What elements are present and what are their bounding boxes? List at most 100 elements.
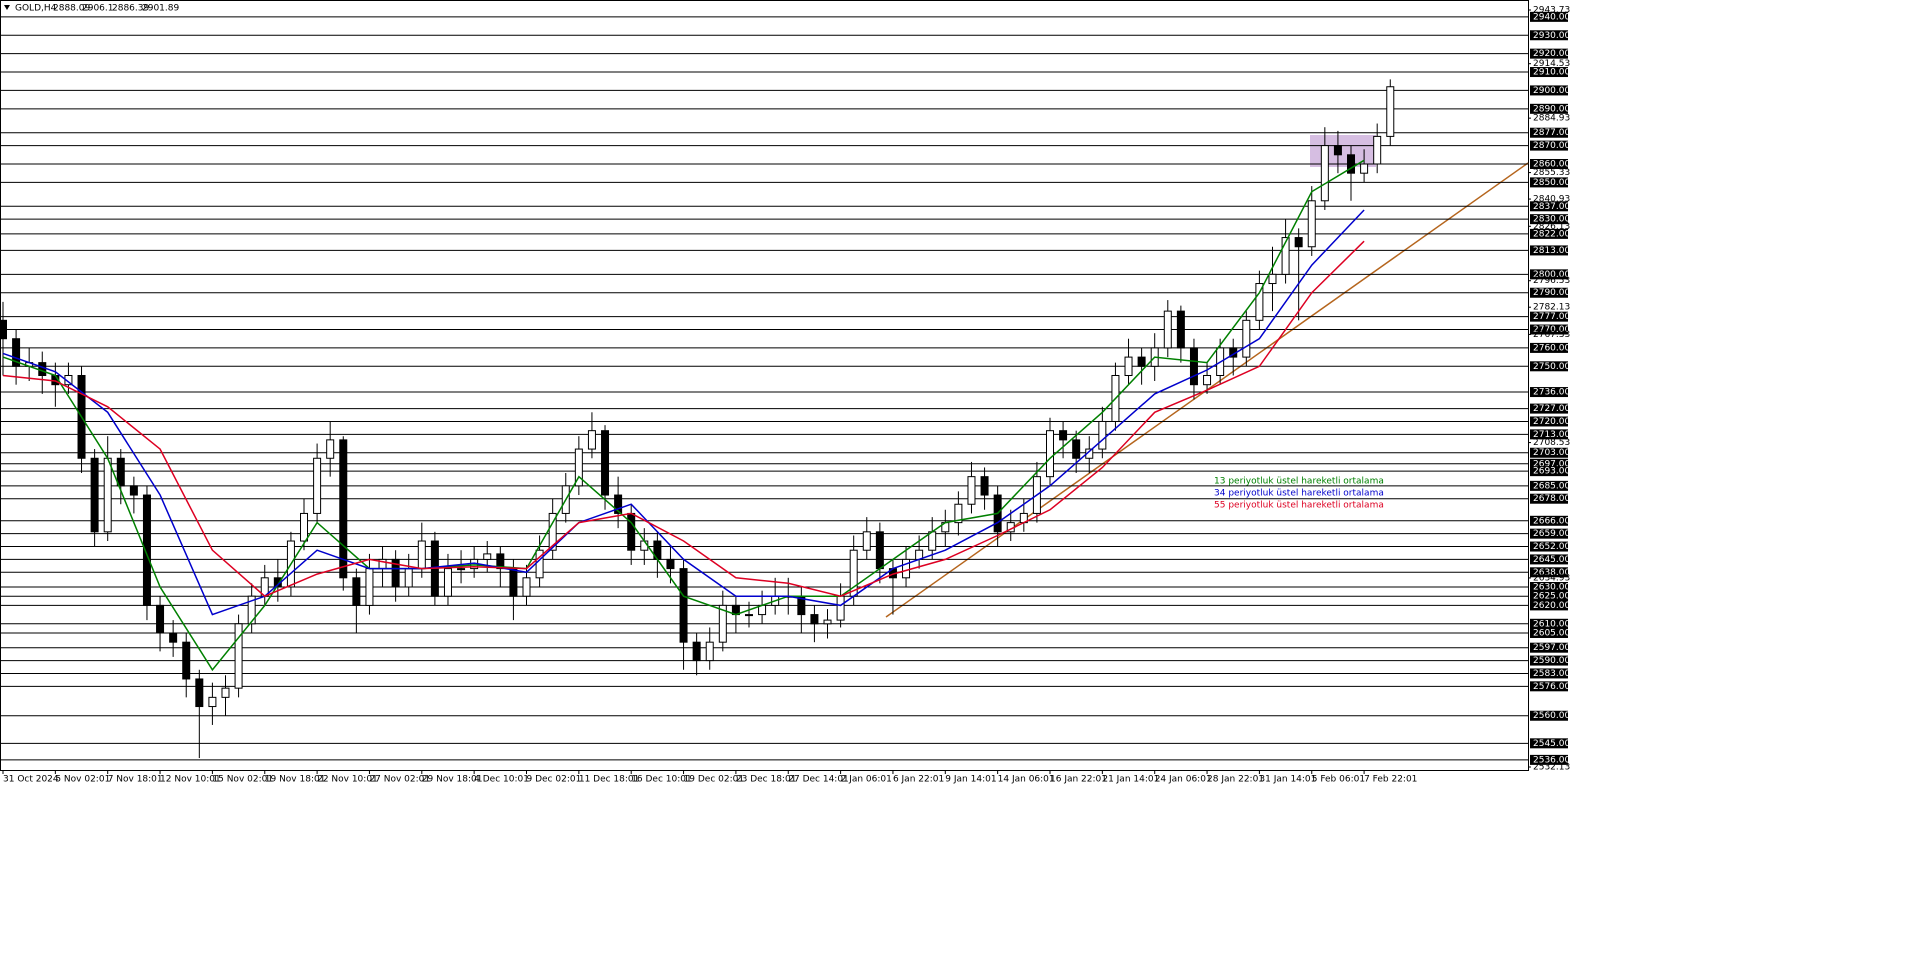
level-label: 2813.00: [1533, 246, 1570, 256]
level-label: 2750.00: [1533, 362, 1570, 372]
x-tick-label: 9 Dec 02:01: [527, 775, 582, 785]
level-label-bg: [1530, 416, 1568, 427]
x-tick-label: 16 Jan 22:01: [1050, 775, 1107, 785]
x-tick-label: 14 Jan 06:01: [998, 775, 1055, 785]
y-tick-label: 2884.93: [1533, 114, 1570, 124]
level-label: 2693.00: [1533, 467, 1570, 477]
level-label: 2685.00: [1533, 481, 1570, 491]
candle-body: [705, 641, 714, 662]
y-tick-label: 2708.53: [1533, 438, 1570, 448]
level-label-bg: [1530, 738, 1568, 749]
x-tick-label: 11 Dec 18:01: [579, 775, 640, 785]
candle-body: [587, 430, 596, 450]
candle-body: [1189, 347, 1198, 386]
candle-body: [1307, 200, 1316, 248]
level-label: 2610.00: [1533, 619, 1570, 629]
candle-body: [614, 494, 623, 514]
level-label-bg: [1530, 269, 1568, 280]
candle-body: [692, 641, 701, 662]
candle-body: [129, 485, 138, 496]
candle-body: [391, 558, 400, 588]
candle-body: [1124, 356, 1133, 376]
level-label-bg: [1530, 681, 1568, 692]
level-label: 2703.00: [1533, 448, 1570, 458]
level-label-bg: [1530, 158, 1568, 169]
candle-body: [1098, 420, 1107, 450]
candle-body: [1333, 145, 1342, 156]
level-label: 2583.00: [1533, 669, 1570, 679]
candle-body: [967, 476, 976, 505]
candle-body: [810, 614, 819, 625]
level-label-bg: [1530, 387, 1568, 398]
level-label: 2576.00: [1533, 682, 1570, 692]
x-tick-label: 31 Jan 14:01: [1259, 775, 1316, 785]
x-tick-label: 5 Nov 02:01: [55, 775, 110, 785]
level-label-bg: [1530, 515, 1568, 526]
candle-body: [1059, 430, 1068, 441]
candle-body: [1072, 439, 1081, 459]
x-tick-label: 22 Nov 10:01: [317, 775, 378, 785]
level-label: 2630.00: [1533, 583, 1570, 593]
range-box: [1310, 135, 1376, 167]
header-value: 2886.39: [112, 4, 149, 14]
level-label: 2625.00: [1533, 592, 1570, 602]
candle-body: [300, 512, 309, 542]
x-tick-label: 23 Dec 18:01: [736, 775, 797, 785]
candle-body: [509, 568, 518, 597]
ema-line: [2, 209, 1365, 616]
level-label-bg: [1530, 361, 1568, 372]
level-label: 2930.00: [1533, 31, 1570, 41]
level-label: 2713.00: [1533, 430, 1570, 440]
candle-body: [862, 531, 871, 551]
header-value: 2888.09: [53, 4, 90, 14]
level-label: 2605.00: [1533, 628, 1570, 638]
level-label-bg: [1530, 528, 1568, 539]
level-label-bg: [1530, 466, 1568, 477]
ema-line: [2, 240, 1365, 598]
level-label-bg: [1530, 324, 1568, 335]
candle-body: [902, 558, 911, 579]
level-label: 2666.00: [1533, 516, 1570, 526]
level-label-bg: [1530, 245, 1568, 256]
level-label: 2790.00: [1533, 288, 1570, 298]
level-label-bg: [1530, 480, 1568, 491]
level-label-bg: [1530, 228, 1568, 239]
legend-label: 13 periyotluk üstel hareketli ortalama: [1214, 477, 1384, 487]
y-tick-label: 2914.53: [1533, 59, 1570, 69]
candle-body: [823, 619, 832, 625]
y-tick-label: 2840.93: [1533, 195, 1570, 205]
candle-body: [548, 512, 557, 551]
x-tick-label: 4 Dec 10:01: [474, 775, 529, 785]
candle-body: [954, 503, 963, 524]
candle-body: [627, 512, 636, 551]
x-tick-label: 16 Dec 10:01: [631, 775, 692, 785]
candle-body: [38, 362, 47, 376]
level-label: 2777.00: [1533, 312, 1570, 322]
candle-body: [666, 558, 675, 570]
level-label: 2837.00: [1533, 202, 1570, 212]
candle-body: [417, 540, 426, 570]
candle-body: [221, 687, 230, 698]
y-tick-label: 2634.93: [1533, 573, 1570, 583]
level-label: 2645.00: [1533, 555, 1570, 565]
candle-body: [1163, 310, 1172, 349]
candle-body: [1242, 319, 1251, 358]
ema-line: [2, 159, 1365, 672]
candle-body: [90, 457, 99, 533]
symbol: GOLD,H4: [15, 4, 57, 14]
level-label-bg: [1530, 447, 1568, 458]
level-label-bg: [1530, 140, 1568, 151]
y-tick-label: 2767.33: [1533, 330, 1570, 340]
level-label: 2940.00: [1533, 12, 1570, 22]
level-label: 2720.00: [1533, 417, 1570, 427]
level-label-bg: [1530, 582, 1568, 593]
plot-frame: [0, 0, 1529, 771]
candle-body: [1320, 145, 1329, 202]
x-tick-label: 24 Jan 06:01: [1155, 775, 1212, 785]
level-label: 2910.00: [1533, 68, 1570, 78]
level-label: 2659.00: [1533, 529, 1570, 539]
level-label: 2830.00: [1533, 215, 1570, 225]
level-label-bg: [1530, 30, 1568, 41]
